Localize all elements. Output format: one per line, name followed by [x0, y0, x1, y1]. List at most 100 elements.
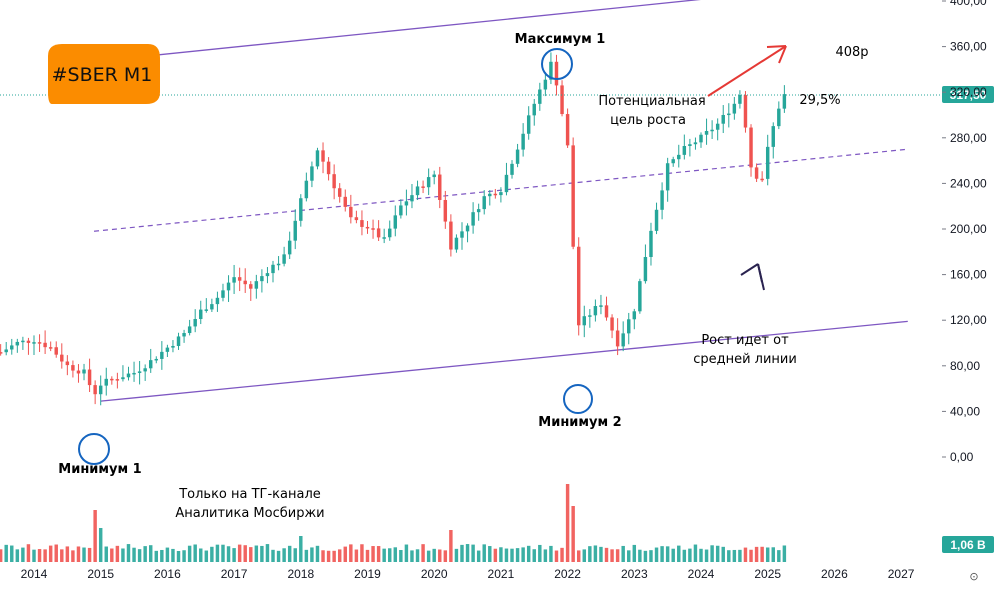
y-tick-label: 0,00 — [950, 450, 974, 464]
candle-body — [121, 377, 125, 380]
last-price-badge — [942, 86, 994, 104]
candle-body — [399, 205, 403, 216]
candle-body — [404, 201, 409, 206]
candle-body — [438, 174, 442, 200]
candle-body — [32, 342, 36, 344]
candle-body — [226, 282, 231, 291]
candle-body — [204, 309, 209, 311]
candle-body — [554, 61, 559, 86]
x-tick-label: 2021 — [488, 567, 515, 581]
volume-bar — [460, 544, 464, 562]
candle-body — [721, 114, 725, 124]
volume-bar — [54, 544, 58, 562]
candle-body — [493, 193, 498, 196]
candle-body — [182, 333, 186, 337]
volume-bar — [243, 545, 247, 562]
settings-icon[interactable]: ⊙ — [969, 570, 978, 583]
candle-body — [360, 220, 364, 227]
volume-bar — [21, 547, 25, 562]
volume-bar — [482, 544, 486, 562]
volume-bar — [404, 544, 409, 562]
x-tick-label: 2014 — [21, 567, 48, 581]
volume-bar — [365, 549, 370, 562]
candle-body — [454, 237, 459, 250]
candle-body — [565, 114, 570, 146]
candle-body — [582, 316, 586, 326]
candle-body — [732, 103, 737, 114]
candle-body — [321, 150, 325, 162]
candle-body — [210, 304, 214, 310]
candle-body — [632, 311, 637, 320]
volume-bar — [565, 484, 570, 562]
target-label-line1: Потенциальная — [598, 94, 705, 109]
volume-bar — [576, 550, 581, 562]
volume-bar — [599, 546, 603, 562]
volume-bar — [82, 547, 86, 562]
volume-bar — [349, 544, 353, 562]
candle-body — [276, 263, 281, 266]
y-tick-label: 280,00 — [950, 131, 987, 145]
min1-label: Минимум 1 — [58, 462, 141, 477]
volume-bar — [671, 548, 675, 562]
candle-body — [515, 149, 520, 164]
candle-body — [482, 196, 486, 210]
volume-bar — [232, 548, 236, 562]
candle-body — [176, 336, 181, 346]
candle-body — [604, 305, 609, 318]
candle-body — [93, 385, 97, 395]
volume-bar — [321, 550, 325, 562]
candle-body — [771, 126, 775, 147]
candle-body — [26, 340, 31, 343]
volume-bar — [60, 549, 64, 562]
y-tick-label: 240,00 — [950, 176, 987, 190]
candle-body — [704, 130, 709, 135]
volume-bar — [182, 550, 186, 562]
volume-bar — [354, 549, 359, 562]
candle-body — [465, 225, 470, 232]
candle-body — [782, 94, 787, 109]
y-tick-label: 200,00 — [950, 222, 987, 236]
x-tick-label: 2023 — [621, 567, 648, 581]
volume-bar — [271, 549, 275, 562]
candle-body — [110, 378, 114, 381]
candle-body — [488, 193, 492, 197]
volume-bar — [382, 548, 386, 562]
candle-body — [371, 228, 375, 230]
volume-bar — [465, 544, 470, 562]
volume-bar — [660, 546, 664, 562]
candle-body — [149, 360, 153, 369]
volume-bar — [204, 550, 209, 562]
volume-bar — [276, 550, 281, 562]
ticker-label: #SBER M1 — [52, 64, 153, 86]
volume-bar — [115, 545, 120, 562]
candle-body — [449, 221, 453, 250]
volume-bar — [488, 546, 492, 562]
volume-bar — [571, 506, 575, 562]
candle-body — [0, 352, 3, 354]
volume-bar — [476, 550, 481, 562]
candle-body — [665, 163, 670, 191]
candle-body — [643, 257, 648, 282]
volume-bar — [171, 548, 175, 562]
target-value-label: 408р — [835, 45, 868, 60]
min1-circle — [78, 433, 110, 465]
candle-body — [765, 146, 770, 179]
y-tick-label: 360,00 — [950, 40, 987, 54]
volume-bar — [682, 549, 687, 562]
candle-body — [137, 371, 142, 373]
volume-bar — [326, 550, 331, 562]
volume-bar — [532, 549, 536, 562]
volume-bar — [393, 547, 398, 562]
candle-body — [699, 134, 703, 143]
volume-bar — [226, 546, 231, 562]
volume-bar — [415, 549, 420, 562]
target-percent-label: 29,5% — [799, 93, 840, 108]
volume-bar — [721, 546, 725, 562]
volume-bars — [0, 484, 787, 562]
volume-bar — [554, 550, 559, 562]
candle-body — [115, 379, 120, 381]
volume-bar — [738, 549, 742, 562]
candle-body — [415, 186, 420, 196]
